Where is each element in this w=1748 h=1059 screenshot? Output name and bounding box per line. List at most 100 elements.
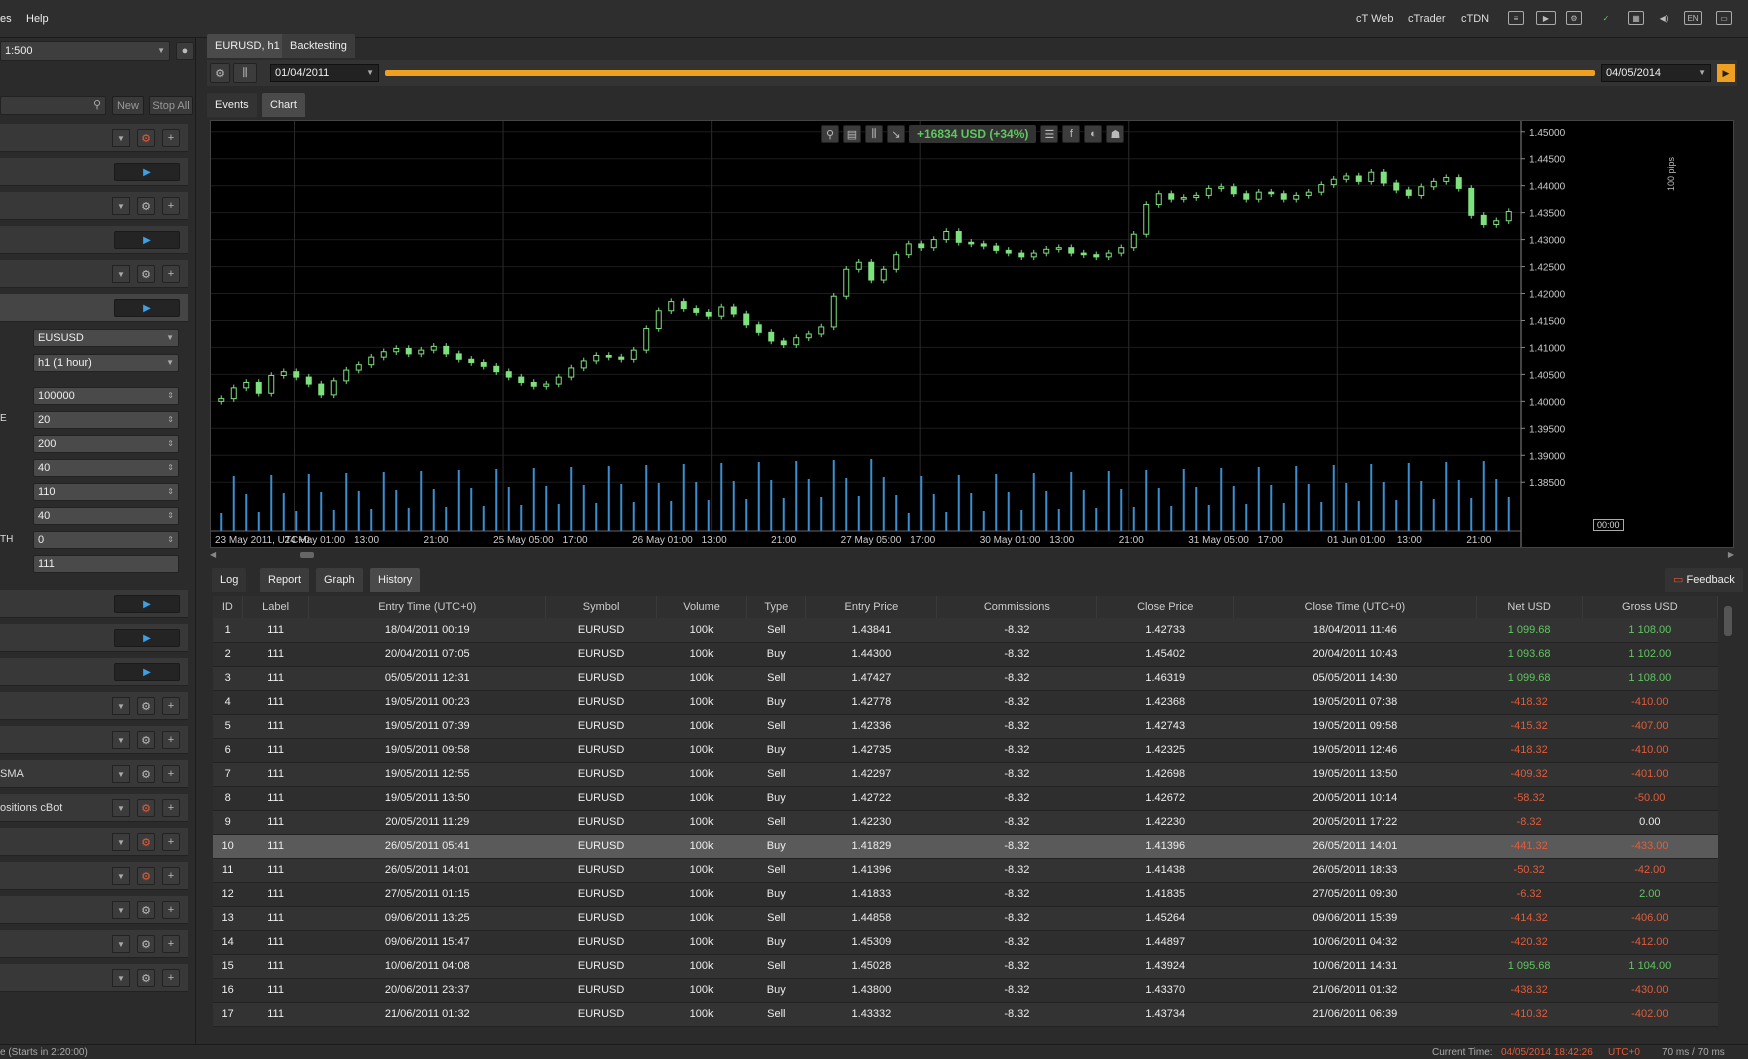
zoom-icon[interactable]: ⚲	[821, 125, 839, 143]
chart-scrollbar[interactable]: ◀ ▶	[210, 550, 1734, 560]
bot-row[interactable]: ▼ ⚙ +	[0, 964, 188, 992]
bot-row[interactable]: ▼ ⚙ +	[0, 896, 188, 924]
stepper-icon[interactable]: ⇕	[167, 487, 174, 496]
bot-row-positions[interactable]: ositions cBot ▼ ⚙ +	[0, 794, 188, 822]
chevron-down-icon[interactable]: ▼	[112, 731, 130, 749]
settings-icon[interactable]: ⚙	[1566, 11, 1582, 25]
table-row[interactable]: 6 111 19/05/2011 09:58 EURUSD 100k Buy 1.42735…	[213, 738, 1718, 763]
layout-icon[interactable]: ▭	[1716, 11, 1732, 25]
link-ctdn[interactable]: cTDN	[1461, 13, 1490, 25]
robot-icon[interactable]: ⚙	[137, 765, 155, 783]
scroll-left-icon[interactable]: ◀	[210, 550, 217, 559]
robot-icon[interactable]: ⚙	[137, 697, 155, 715]
chevron-down-icon[interactable]: ▼	[112, 129, 130, 147]
indicators-icon[interactable]: ⫼	[865, 125, 883, 143]
column-header[interactable]: Label	[242, 596, 310, 618]
robot-icon[interactable]: ⚙	[137, 833, 155, 851]
scroll-right-icon[interactable]: ▶	[1727, 550, 1734, 559]
video-icon[interactable]: ▶	[1536, 11, 1556, 25]
bot-row[interactable]: ▼ ⚙ +	[0, 692, 188, 720]
column-header[interactable]: Entry Price	[805, 596, 938, 618]
leverage-select[interactable]: 1:500 ▼	[0, 41, 170, 61]
chevron-down-icon[interactable]: ▼	[112, 969, 130, 987]
add-instance-icon[interactable]: +	[162, 765, 180, 783]
stepper-icon[interactable]: ⇕	[167, 415, 174, 424]
table-row[interactable]: 4 111 19/05/2011 00:23 EURUSD 100k Buy 1.42778…	[213, 690, 1718, 715]
drawing-icon[interactable]: ↘	[887, 125, 905, 143]
tab-chart[interactable]: Chart	[262, 93, 305, 117]
play-button[interactable]: ▶	[114, 629, 180, 647]
scrollbar-thumb[interactable]	[300, 552, 314, 558]
param-input[interactable]: 0 ⇕	[33, 531, 179, 549]
instance-row[interactable]: ▶	[0, 624, 188, 652]
symbol-select[interactable]: EUSUSD ▼	[33, 329, 179, 347]
table-row[interactable]: 2 111 20/04/2011 07:05 EURUSD 100k Buy 1.44300…	[213, 642, 1718, 667]
instance-row-selected[interactable]: ▶	[0, 294, 188, 322]
play-button[interactable]: ▶	[114, 299, 180, 317]
tab-history[interactable]: History	[370, 568, 421, 592]
start-date-select[interactable]: 01/04/2011 ▼	[270, 64, 379, 82]
bot-row-sma[interactable]: SMA ▼ ⚙ +	[0, 760, 188, 788]
user-icon[interactable]: ●	[176, 42, 194, 60]
table-row[interactable]: 5 111 19/05/2011 07:39 EURUSD 100k Sell 1.4233…	[213, 714, 1718, 739]
chevron-down-icon[interactable]: ▼	[112, 765, 130, 783]
table-row[interactable]: 1 111 18/04/2011 00:19 EURUSD 100k Sell 1.4384…	[213, 618, 1718, 643]
instance-row[interactable]: ▶	[0, 590, 188, 618]
add-instance-icon[interactable]: +	[162, 935, 180, 953]
hand-check-icon[interactable]: ✓	[1602, 13, 1610, 23]
search-input[interactable]: ⚲	[0, 96, 106, 115]
bot-row[interactable]: ▼ ⚙ +	[0, 862, 188, 890]
column-header[interactable]: Entry Time (UTC+0)	[308, 596, 547, 618]
table-row[interactable]: 11 111 26/05/2011 14:01 EURUSD 100k Sell 1.413…	[213, 858, 1718, 883]
tab-graph[interactable]: Graph	[316, 568, 363, 592]
bot-row[interactable]: ▼ ⚙ +	[0, 192, 188, 220]
param-input[interactable]: 200 ⇕	[33, 435, 179, 453]
stepper-icon[interactable]: ⇕	[167, 391, 174, 400]
robot-icon[interactable]: ⚙	[137, 867, 155, 885]
bot-row[interactable]: ▼ ⚙ +	[0, 124, 188, 152]
date-range-slider[interactable]	[385, 70, 1595, 76]
start-backtest-button[interactable]: ▶	[1717, 64, 1735, 82]
feedback-button[interactable]: ▭ Feedback	[1665, 568, 1743, 592]
price-chart[interactable]: 1.45000 1.44500 1.44000 1.43500 1.43000 1.425…	[210, 120, 1734, 548]
column-header[interactable]: Close Price	[1096, 596, 1235, 618]
table-row[interactable]: 14 111 09/06/2011 15:47 EURUSD 100k Buy 1.4530…	[213, 930, 1718, 955]
chevron-down-icon[interactable]: ▼	[112, 799, 130, 817]
menu-help[interactable]: Help	[26, 13, 49, 25]
robot-icon[interactable]: ⚙	[137, 799, 155, 817]
table-row[interactable]: 17 111 21/06/2011 01:32 EURUSD 100k Sell 1.433…	[213, 1002, 1718, 1027]
add-instance-icon[interactable]: +	[162, 799, 180, 817]
gear-icon[interactable]: ⚙	[210, 63, 230, 83]
column-header[interactable]: Type	[746, 596, 807, 618]
instance-row[interactable]: ▶	[0, 658, 188, 686]
table-row[interactable]: 7 111 19/05/2011 12:55 EURUSD 100k Sell 1.4229…	[213, 762, 1718, 787]
chevron-down-icon[interactable]: ▼	[112, 265, 130, 283]
param-input[interactable]: 111	[33, 555, 179, 573]
play-button[interactable]: ▶	[114, 231, 180, 249]
add-instance-icon[interactable]: +	[162, 969, 180, 987]
robot-icon[interactable]: ⚙	[137, 901, 155, 919]
stop-all-button[interactable]: Stop All	[149, 96, 193, 115]
table-row[interactable]: 10 111 26/05/2011 05:41 EURUSD 100k Buy 1.4182…	[213, 834, 1718, 859]
table-scrollbar[interactable]	[1724, 606, 1732, 636]
tab-backtesting[interactable]: Backtesting	[282, 34, 355, 58]
add-instance-icon[interactable]: +	[162, 731, 180, 749]
tab-report[interactable]: Report	[260, 568, 310, 592]
add-instance-icon[interactable]: +	[162, 265, 180, 283]
instance-row[interactable]: ▶	[0, 158, 188, 186]
add-instance-icon[interactable]: +	[162, 901, 180, 919]
bot-row[interactable]: ▼ ⚙ +	[0, 828, 188, 856]
link-ctrader[interactable]: cTrader	[1408, 13, 1446, 25]
list-icon[interactable]: ☰	[1040, 125, 1059, 143]
menu-file[interactable]: es	[0, 13, 12, 25]
param-input[interactable]: 100000 ⇕	[33, 387, 179, 405]
stepper-icon[interactable]: ⇕	[167, 463, 174, 472]
language-icon[interactable]: EN	[1684, 11, 1702, 25]
chevron-down-icon[interactable]: ▼	[112, 935, 130, 953]
robot-icon[interactable]: ⚙	[137, 969, 155, 987]
column-header[interactable]: Gross USD	[1582, 596, 1719, 618]
table-row[interactable]: 13 111 09/06/2011 13:25 EURUSD 100k Sell 1.448…	[213, 906, 1718, 931]
bot-row[interactable]: ▼ ⚙ +	[0, 930, 188, 958]
end-date-select[interactable]: 04/05/2014 ▼	[1601, 64, 1711, 82]
chart-type-icon[interactable]: ▤	[843, 125, 861, 143]
